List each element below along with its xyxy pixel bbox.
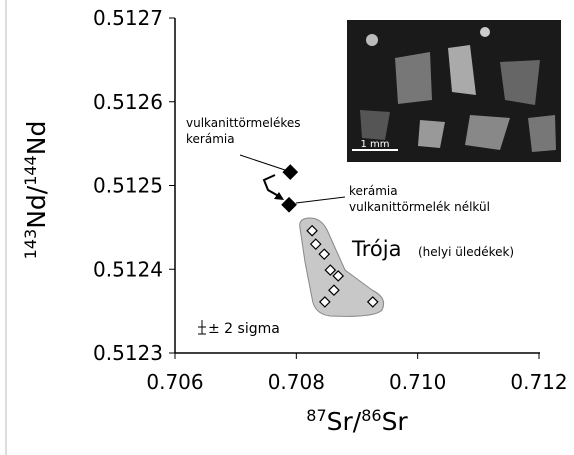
error-label: ± 2 sigma <box>208 321 280 337</box>
axis-label-part: Nd <box>22 121 51 156</box>
point <box>283 165 297 179</box>
scale-label: 1 mm <box>360 139 389 150</box>
y-tick-label: 0.5123 <box>93 341 163 365</box>
x-axis-label: 87Sr/86Sr <box>306 406 408 437</box>
axis-label-part: 86 <box>361 406 381 425</box>
y-tick-label: 0.5126 <box>93 90 163 114</box>
x-tick-label: 0.708 <box>268 370 325 394</box>
x-tick-label: 0.706 <box>146 370 203 394</box>
annotation: Trója <box>351 237 401 261</box>
y-tick-label: 0.5127 <box>93 6 163 30</box>
y-tick-label: 0.5125 <box>93 174 163 198</box>
axis-label-part: 87 <box>306 406 326 425</box>
chart: 1 mm ± 2 sigma vulkanittörmelékes kerámi… <box>0 0 574 455</box>
x-tick-label: 0.710 <box>389 370 446 394</box>
annotation: (helyi üledékek) <box>418 245 514 259</box>
y-axis-label: 143Nd/144Nd <box>21 121 52 260</box>
annotation: kerámia <box>349 184 398 198</box>
callout-line <box>296 197 345 203</box>
axis-label-part: Sr/ <box>327 407 362 436</box>
x-tick-label: 0.712 <box>510 370 567 394</box>
callout-line <box>240 155 285 170</box>
annotation: vulkanittörmelékes <box>186 116 301 130</box>
axis-label-part: Sr <box>382 407 409 436</box>
axis-label-part: Nd/ <box>22 185 51 229</box>
axis-label-part: 143 <box>21 229 40 260</box>
annotation: vulkanittörmelék nélkül <box>349 200 490 214</box>
error-symbol <box>198 320 206 334</box>
axis-label-part: 144 <box>21 155 40 186</box>
y-tick-label: 0.5124 <box>93 257 163 281</box>
annotation: kerámia <box>186 132 235 146</box>
point <box>282 198 296 212</box>
